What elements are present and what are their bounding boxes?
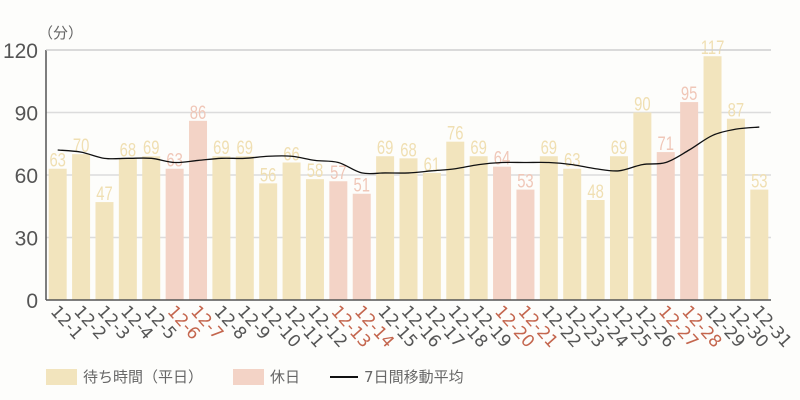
y-tick-label: 90 <box>15 103 38 126</box>
bar <box>563 168 582 300</box>
legend-label-weekday: 待ち時間（平日） <box>83 368 204 386</box>
bar <box>609 156 628 300</box>
value-label: 53 <box>517 171 533 192</box>
value-label: 63 <box>166 150 182 171</box>
bars <box>48 56 769 300</box>
value-label: 69 <box>143 138 159 159</box>
bar <box>235 156 254 300</box>
bar <box>680 102 699 300</box>
bar <box>48 168 67 300</box>
bar <box>212 156 231 300</box>
value-label: 68 <box>400 140 416 161</box>
y-tick-label: 0 <box>26 290 38 313</box>
value-label: 95 <box>681 83 697 104</box>
legend-label-moving-average: 7日間移動平均 <box>364 368 464 386</box>
bar <box>726 118 745 300</box>
bar <box>446 141 465 300</box>
value-label: 61 <box>424 154 440 175</box>
bar <box>95 202 114 300</box>
y-axis-ticks: 0 30 60 90 120 <box>3 40 38 313</box>
bar <box>493 166 512 300</box>
weekday-swatch <box>46 368 77 385</box>
bar <box>305 179 324 300</box>
value-label: 51 <box>353 175 369 196</box>
bar <box>399 158 418 300</box>
value-label: 71 <box>658 133 674 154</box>
value-label: 69 <box>470 138 486 159</box>
moving-average-line <box>57 126 760 175</box>
legend-item-weekday: 待ち時間（平日） <box>46 366 203 387</box>
value-label: 63 <box>49 150 65 171</box>
value-label: 58 <box>307 160 323 181</box>
bar <box>329 181 348 300</box>
value-label: 87 <box>728 100 744 121</box>
y-tick-label: 120 <box>3 40 38 63</box>
bar <box>118 158 137 300</box>
bar <box>165 168 184 300</box>
bar <box>72 154 91 300</box>
value-label: 48 <box>587 181 603 202</box>
bar <box>376 156 395 300</box>
value-label: 53 <box>751 171 767 192</box>
bar <box>352 193 371 300</box>
bar <box>633 112 652 300</box>
value-label: 69 <box>541 138 557 159</box>
bar <box>656 152 675 300</box>
legend-item-holiday: 休日 <box>233 366 300 387</box>
bar <box>469 156 488 300</box>
y-tick-label: 30 <box>15 228 38 251</box>
value-label: 69 <box>237 138 253 159</box>
bar <box>189 120 208 300</box>
axes <box>45 49 771 301</box>
value-label: 76 <box>447 123 463 144</box>
value-label: 57 <box>330 163 346 184</box>
value-label: 90 <box>634 94 650 115</box>
value-label: 56 <box>260 165 276 186</box>
legend-label-holiday: 休日 <box>270 368 301 386</box>
bar <box>259 183 278 300</box>
value-label: 117 <box>701 38 725 59</box>
y-axis-unit: （分） <box>38 24 83 42</box>
bar <box>422 172 441 300</box>
x-axis-ticks: 12-112-212-312-412-512-612-712-812-912-1… <box>46 302 796 352</box>
bar <box>516 189 535 300</box>
value-label: 64 <box>494 148 510 169</box>
value-label: 69 <box>377 138 393 159</box>
bar <box>282 162 301 300</box>
legend: 待ち時間（平日） 休日 7日間移動平均 <box>46 366 494 387</box>
value-label: 47 <box>96 183 112 204</box>
bar <box>142 156 161 300</box>
legend-item-moving-average: 7日間移動平均 <box>330 366 464 387</box>
y-tick-label: 60 <box>15 165 38 188</box>
value-label: 86 <box>190 102 206 123</box>
value-label: 66 <box>283 144 299 165</box>
value-label: 69 <box>213 138 229 159</box>
bar <box>586 200 605 300</box>
holiday-swatch <box>233 368 265 385</box>
bar <box>539 156 558 300</box>
value-label: 63 <box>564 150 580 171</box>
bar <box>750 189 769 300</box>
value-label: 68 <box>120 140 136 161</box>
bar <box>703 56 722 300</box>
line-swatch <box>330 375 359 378</box>
value-label: 69 <box>611 138 627 159</box>
